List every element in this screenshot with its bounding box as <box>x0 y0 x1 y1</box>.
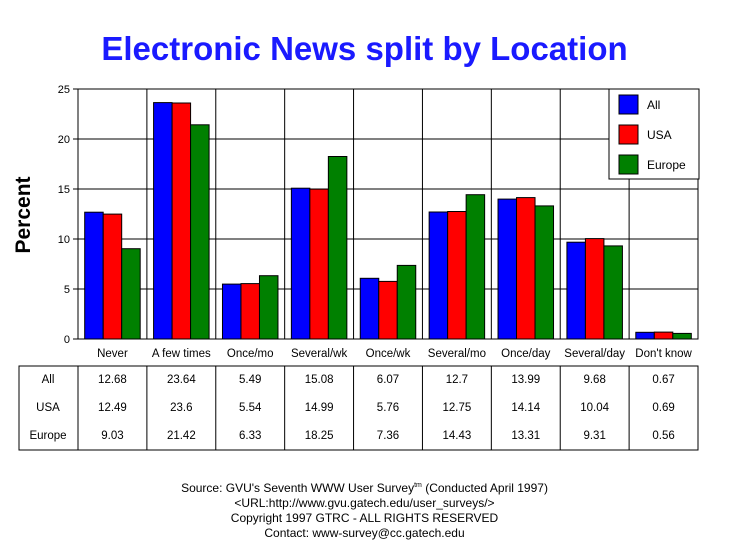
bar-usa <box>584 238 605 340</box>
data-table-frame <box>18 365 699 451</box>
bar-all <box>635 331 655 340</box>
legend-label: Europe <box>647 158 686 172</box>
table-cell: 12.68 <box>98 374 127 386</box>
bar-europe <box>603 245 623 340</box>
table-cell: 5.76 <box>377 402 399 414</box>
table-cell: 15.08 <box>305 374 334 386</box>
x-tick-label: Never <box>97 348 128 360</box>
table-cell: 12.7 <box>446 374 468 386</box>
y-tick-label: 25 <box>58 84 70 96</box>
table-row-label: All <box>42 374 55 386</box>
x-tick-label: Once/mo <box>227 348 274 360</box>
table-cell: 13.31 <box>511 430 540 442</box>
x-tick-label: A few times <box>152 348 211 360</box>
copyright-notice: Copyright 1997 GTRC - ALL RIGHTS RESERVE… <box>230 511 499 525</box>
bar-usa <box>378 280 398 340</box>
bar-usa <box>309 188 329 340</box>
table-cell: 13.99 <box>511 374 540 386</box>
table-cell: 10.04 <box>580 402 609 414</box>
bar-usa <box>516 197 536 340</box>
bar-europe <box>327 156 348 340</box>
source-prefix: Source: GVU's Seventh WWW User Survey <box>181 481 415 495</box>
table-cell: 12.49 <box>98 402 127 414</box>
bar-europe <box>190 124 210 340</box>
table-cell: 12.75 <box>442 402 471 414</box>
table-cell: 0.56 <box>652 430 674 442</box>
bar-all <box>84 211 104 340</box>
y-tick-label: 15 <box>58 184 70 196</box>
bar-all <box>428 211 449 340</box>
table-cell: 0.67 <box>652 374 674 386</box>
table-cell: 23.6 <box>170 402 192 414</box>
table-cell: 9.68 <box>583 374 605 386</box>
table-cell: 5.54 <box>239 402 262 414</box>
table-cell: 7.36 <box>377 430 399 442</box>
contact-line[interactable]: Contact: www-survey@cc.gatech.edu <box>264 526 465 540</box>
y-tick-label: 20 <box>58 134 70 146</box>
y-tick-label: 10 <box>58 234 70 246</box>
legend-label: USA <box>647 128 672 142</box>
x-tick-label: Several/mo <box>428 348 486 360</box>
x-tick-label: Several/day <box>564 348 625 360</box>
legend-swatch-europe <box>618 154 639 175</box>
table-cell: 6.07 <box>377 374 399 386</box>
bar-all <box>290 187 311 340</box>
y-tick-label: 5 <box>64 284 70 296</box>
source-suffix: (Conducted April 1997) <box>421 481 548 495</box>
x-tick-label: Several/wk <box>291 348 347 360</box>
table-row-label: USA <box>36 402 60 414</box>
table-cell: 23.64 <box>167 374 196 386</box>
table-cell: 14.43 <box>442 430 471 442</box>
bar-europe <box>258 275 279 340</box>
bar-usa <box>447 211 467 340</box>
table-cell: 21.42 <box>167 430 196 442</box>
table-cell: 14.99 <box>305 402 334 414</box>
bar-europe <box>465 194 486 340</box>
bar-europe <box>121 248 141 340</box>
table-cell: 0.69 <box>652 402 674 414</box>
bar-all <box>221 283 242 340</box>
bar-europe <box>396 264 417 340</box>
source-line: Source: GVU's Seventh WWW User Surveytm … <box>0 481 729 495</box>
table-cell: 5.49 <box>239 374 261 386</box>
bar-europe <box>672 332 692 340</box>
bar-all <box>359 277 380 340</box>
bar-usa <box>240 283 260 340</box>
y-tick-label: 0 <box>64 334 70 346</box>
bar-usa <box>171 102 192 340</box>
source-url[interactable]: <URL:http://www.gvu.gatech.edu/user_surv… <box>234 496 495 510</box>
source-superscript: tm <box>414 482 422 489</box>
chart-title: Electronic News split by Location <box>101 30 628 67</box>
bar-all <box>153 102 173 340</box>
table-cell: 9.03 <box>101 430 123 442</box>
x-tick-label: Don't know <box>635 348 692 360</box>
legend-label: All <box>647 98 660 112</box>
bar-usa <box>653 331 674 340</box>
table-cell: 18.25 <box>305 430 334 442</box>
bar-usa <box>102 213 123 340</box>
bar-europe <box>534 205 555 340</box>
legend-swatch-usa <box>618 124 639 145</box>
table-cell: 14.14 <box>511 402 540 414</box>
legend-swatch-all <box>618 94 639 115</box>
bar-all <box>497 198 518 340</box>
table-cell: 9.31 <box>583 430 605 442</box>
table-row-label: Europe <box>29 430 66 442</box>
bar-all <box>566 241 586 340</box>
table-cell: 6.33 <box>239 430 261 442</box>
x-tick-label: Once/day <box>501 348 550 360</box>
x-tick-label: Once/wk <box>366 348 411 360</box>
